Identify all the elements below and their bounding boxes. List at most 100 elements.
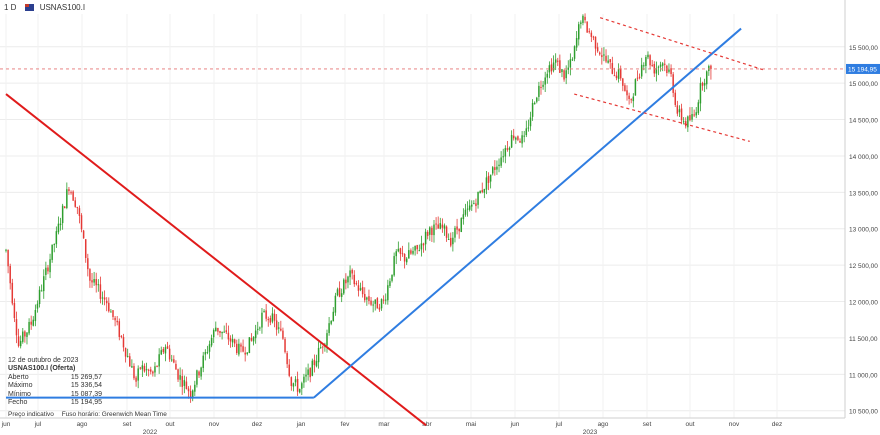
candle-body	[389, 281, 391, 286]
candle	[368, 289, 370, 305]
candle	[36, 300, 39, 313]
candle-body	[384, 299, 387, 301]
candle	[542, 80, 544, 90]
candle	[550, 58, 553, 75]
y-tick-label: 15 000,00	[849, 81, 878, 88]
candle	[24, 330, 26, 343]
info-row-low: Mínimo 15 087,39	[8, 390, 102, 398]
candle-body	[288, 364, 290, 376]
candle-body	[131, 366, 133, 368]
trend-line-downtrend	[5, 93, 427, 427]
candle-body	[573, 46, 576, 59]
candle-body	[9, 266, 11, 284]
candle-body	[678, 109, 681, 113]
candle-body	[529, 117, 532, 127]
candle	[57, 216, 60, 235]
candle-body	[267, 319, 269, 321]
candle-body	[638, 76, 641, 78]
candle	[110, 309, 112, 313]
candle	[59, 217, 62, 231]
candle-body	[340, 293, 343, 297]
candle-body	[502, 156, 504, 158]
info-row-open: Aberto 15 269,57	[8, 373, 102, 381]
candle-body	[204, 352, 207, 355]
candle	[479, 190, 481, 194]
candle-body	[120, 335, 123, 338]
candle	[303, 373, 305, 388]
candle-body	[66, 189, 68, 209]
candle-body	[259, 327, 261, 329]
candle	[242, 339, 244, 353]
candle-body	[252, 336, 255, 342]
candle	[445, 225, 448, 242]
candle	[355, 280, 358, 286]
candle-body	[485, 177, 488, 190]
candle-body	[108, 302, 110, 312]
candle-body	[554, 59, 557, 63]
candle	[536, 96, 538, 104]
candle-body	[443, 225, 446, 229]
candle-body	[672, 74, 674, 93]
candle	[63, 206, 66, 209]
candle-body	[424, 231, 427, 245]
candle-body	[343, 279, 345, 294]
candle	[9, 263, 11, 290]
candle-body	[601, 55, 603, 57]
candle-body	[101, 297, 104, 299]
candle-body	[345, 279, 347, 284]
candle-body	[447, 239, 450, 241]
x-tick-label: out	[165, 421, 174, 428]
candle-body	[152, 371, 154, 374]
candle-body	[248, 337, 251, 353]
candle-body	[353, 274, 356, 285]
candle	[252, 336, 255, 346]
x-tick-label: jun	[510, 421, 520, 428]
candle-body	[70, 192, 72, 194]
candle-body	[571, 59, 574, 61]
candle-body	[105, 300, 108, 304]
info-instrument: USNAS100.I (Oferta)	[8, 365, 76, 373]
candle-body	[57, 223, 60, 233]
candle	[559, 54, 561, 74]
candle	[108, 297, 110, 313]
candle-body	[575, 38, 578, 48]
candle-body	[305, 374, 307, 377]
candle-body	[221, 331, 223, 334]
candle-body	[168, 348, 171, 360]
candle	[196, 369, 198, 388]
candle-body	[370, 300, 372, 305]
candle-body	[179, 375, 181, 380]
candle-body	[93, 279, 95, 283]
candle	[500, 151, 502, 168]
candle-body	[391, 274, 393, 281]
candle-body	[418, 250, 421, 252]
candle-body	[410, 250, 412, 254]
candle	[496, 160, 498, 175]
candle-body	[619, 68, 622, 79]
candle-body	[202, 355, 204, 369]
candle	[301, 381, 303, 396]
x-tick-label: jan	[296, 421, 306, 428]
candle-body	[265, 310, 267, 319]
candle-body	[133, 366, 135, 379]
candle	[219, 330, 221, 337]
candle-body	[223, 331, 225, 333]
interval-label[interactable]: 1 D	[4, 3, 17, 12]
candle-body	[687, 116, 689, 128]
candle	[380, 298, 383, 311]
candle-body	[254, 330, 257, 339]
candle-body	[412, 250, 414, 254]
candle-body	[137, 368, 139, 381]
symbol-label[interactable]: USNAS100.I	[39, 3, 86, 12]
candle-body	[441, 224, 444, 228]
info-row-high: Máximo 15 336,54	[8, 382, 102, 390]
candle	[664, 59, 666, 72]
candle-body	[173, 359, 175, 363]
candle	[565, 65, 567, 85]
candle	[305, 367, 307, 383]
candle	[152, 370, 154, 377]
candle	[666, 64, 668, 77]
candle	[512, 128, 515, 141]
candle	[586, 21, 588, 33]
